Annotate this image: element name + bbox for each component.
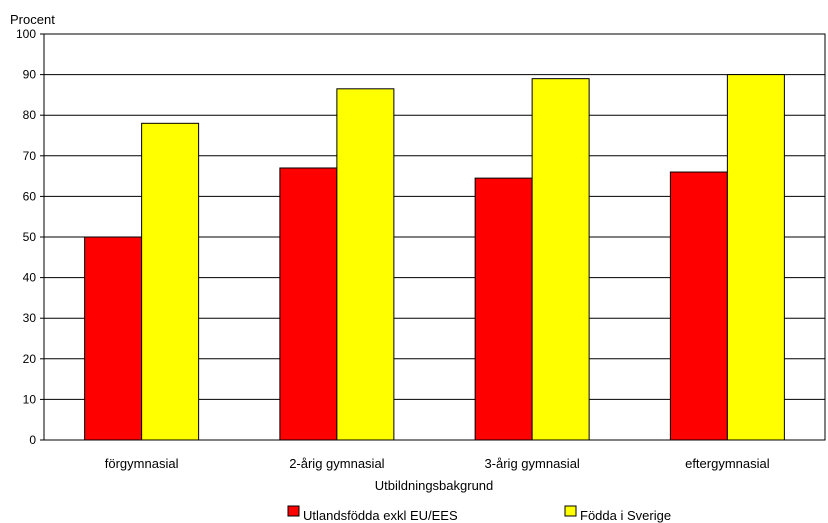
- y-tick-label: 20: [23, 352, 37, 366]
- y-tick-label: 90: [23, 68, 37, 82]
- bar-fodda-i-sverige: [141, 122, 200, 441]
- y-axis-title: Procent: [10, 12, 55, 27]
- x-category-label: 2-årig gymnasial: [289, 456, 384, 471]
- bar-fodda-i-sverige: [531, 78, 590, 441]
- y-tick-labels: 0 10 20 30 40 50 60 70 80 90 100: [16, 27, 36, 447]
- x-category-labels: förgymnasial 2-årig gymnasial 3-årig gymna…: [105, 456, 770, 471]
- bar-fodda-i-sverige: [726, 74, 785, 441]
- legend-swatch: [287, 505, 300, 517]
- y-tick-label: 70: [23, 149, 37, 163]
- x-category-label: 3-årig gymnasial: [484, 456, 579, 471]
- legend-label: Födda i Sverige: [580, 508, 671, 523]
- bar-utlandsfodda: [279, 167, 338, 441]
- bar-utlandsfodda: [84, 236, 143, 441]
- bar-utlandsfodda: [474, 177, 533, 441]
- legend-label: Utlandsfödda exkl EU/EES: [303, 508, 458, 523]
- x-axis-title: Utbildningsbakgrund: [375, 478, 494, 493]
- y-tick-label: 10: [23, 392, 37, 406]
- bar-utlandsfodda: [669, 171, 728, 441]
- legend-swatch: [564, 505, 577, 517]
- y-tick-label: 50: [23, 230, 37, 244]
- bar-fodda-i-sverige: [336, 88, 395, 441]
- plot-frame: [43, 33, 826, 441]
- x-category-label: eftergymnasial: [685, 456, 770, 471]
- bars: [84, 74, 785, 441]
- y-tick-label: 40: [23, 271, 37, 285]
- y-tick-label: 60: [23, 189, 37, 203]
- x-category-label: förgymnasial: [105, 456, 179, 471]
- y-tick-label: 0: [29, 433, 36, 447]
- y-tick-label: 80: [23, 108, 37, 122]
- y-tick-label: 100: [16, 27, 36, 41]
- legend: Utlandsfödda exkl EU/EES Födda i Sverige: [287, 505, 671, 523]
- y-tick-label: 30: [23, 311, 37, 325]
